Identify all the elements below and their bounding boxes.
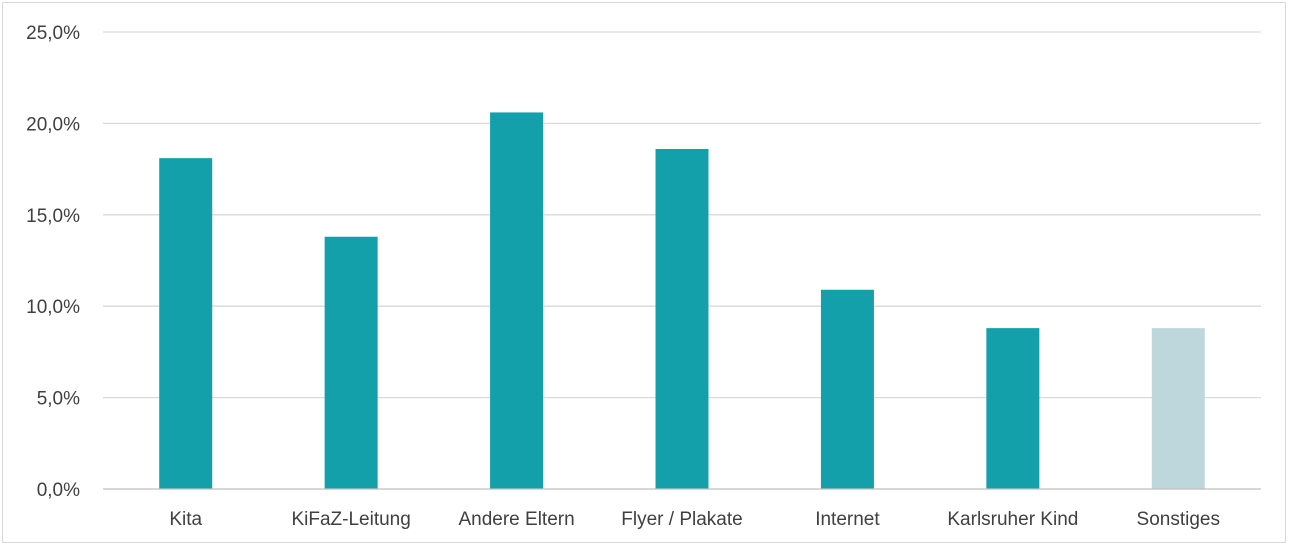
bars (159, 112, 1205, 489)
x-axis-category-labels: Kita KiFaZ-Leitung Andere Eltern Flyer / Pl… (169, 509, 1220, 530)
bar-kifaz-leitung (324, 236, 378, 489)
x-category-label: Karlsruher Kind (947, 509, 1078, 530)
bar-karlsruher-kind (986, 328, 1040, 489)
bar-kita (159, 158, 213, 489)
x-category-label: Flyer / Plakate (621, 509, 742, 530)
x-category-label: Kita (169, 509, 202, 530)
y-tick-label: 15,0% (26, 206, 80, 227)
y-tick-label: 20,0% (26, 114, 80, 135)
x-category-label: Andere Eltern (458, 509, 574, 530)
y-axis-tick-labels: 0,0% 5,0% 10,0% 15,0% 20,0% 25,0% (26, 23, 80, 501)
bar-internet (820, 289, 874, 489)
bar-flyer-plakate (655, 148, 709, 489)
y-tick-label: 10,0% (26, 297, 80, 318)
bar-andere-eltern (490, 112, 544, 489)
y-tick-label: 0,0% (37, 480, 80, 501)
y-tick-label: 5,0% (37, 389, 80, 410)
x-category-label: Sonstiges (1137, 509, 1220, 530)
bar-sonstiges (1151, 328, 1205, 489)
x-category-label: KiFaZ-Leitung (291, 509, 410, 530)
x-category-label: Internet (815, 509, 880, 530)
y-tick-label: 25,0% (26, 23, 80, 44)
